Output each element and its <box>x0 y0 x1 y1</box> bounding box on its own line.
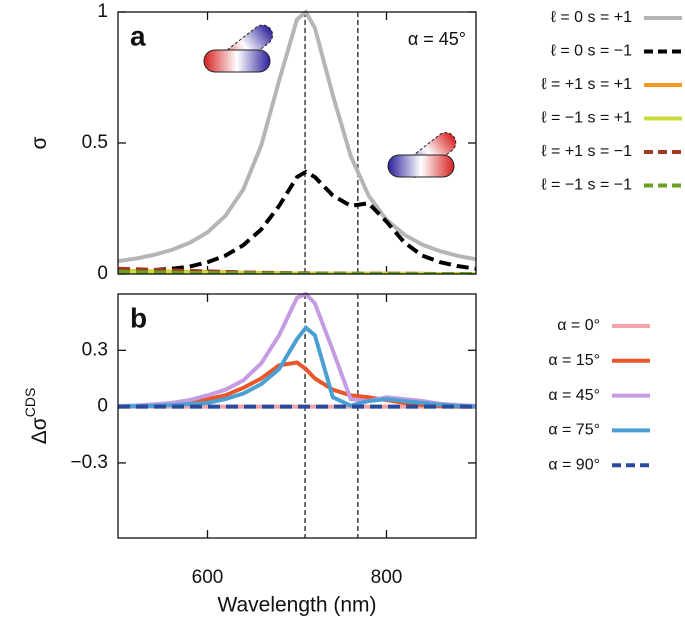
data-line <box>118 8 476 264</box>
molecule-icon <box>203 24 274 73</box>
y-axis-label-sup: CDS <box>22 388 38 418</box>
legend-label: ℓ = −1 s = +1 <box>541 110 632 127</box>
y-tick-label: 0.3 <box>82 339 108 360</box>
data-line <box>118 169 476 274</box>
legend-label: ℓ = 0 s = +1 <box>551 9 632 26</box>
plot-frame <box>117 11 477 275</box>
legend-label: α = 90° <box>548 456 600 473</box>
legend-label: ℓ = −1 s = −1 <box>541 177 632 194</box>
data-line <box>118 291 476 409</box>
y-axis-label: σ <box>28 136 51 149</box>
legend-label: ℓ = +1 s = +1 <box>541 76 632 93</box>
panel-label: a <box>130 20 146 51</box>
legend-label: α = 45° <box>548 387 600 404</box>
y-tick-label: −0.3 <box>70 452 108 473</box>
x-axis-label: Wavelength (nm) <box>217 594 376 617</box>
y-tick-label: 0 <box>97 263 108 284</box>
legend-label: α = 0° <box>557 317 600 334</box>
legend-label: α = 15° <box>548 352 600 369</box>
x-tick-label: 600 <box>192 567 224 588</box>
y-tick-label: 0.5 <box>82 132 108 153</box>
y-tick-label: 0 <box>97 396 108 417</box>
molecule-icon <box>387 132 457 178</box>
y-axis-label-main: σ <box>28 136 51 149</box>
y-axis-label: ΔσCDS <box>22 388 51 445</box>
plot-frame <box>117 293 477 539</box>
y-tick-label: 1 <box>97 1 108 22</box>
panel-label: b <box>130 302 147 333</box>
legend-label: α = 75° <box>548 422 600 439</box>
legend-label: ℓ = +1 s = −1 <box>541 143 632 160</box>
y-axis-label-main: Δσ <box>28 417 51 444</box>
data-line <box>118 324 476 409</box>
x-tick-label: 800 <box>371 567 403 588</box>
annotation: α = 45° <box>408 29 466 49</box>
legend-label: ℓ = 0 s = −1 <box>551 43 632 60</box>
